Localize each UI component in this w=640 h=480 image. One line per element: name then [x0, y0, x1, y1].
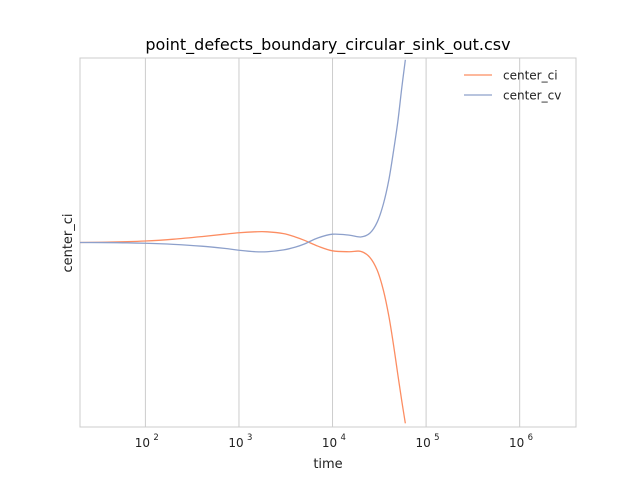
x-axis-label: time [313, 457, 342, 472]
series-group [79, 59, 406, 424]
x-tick-exponent-2: 4 [341, 433, 346, 443]
x-tick-label-1: 10 [228, 436, 243, 450]
x-tick-exponent-3: 5 [434, 433, 439, 443]
grid [144, 58, 521, 427]
x-tick-exponent-4: 6 [528, 433, 533, 443]
x-tick-label-3: 10 [415, 436, 430, 450]
legend-label-center-cv: center_cv [503, 89, 561, 103]
x-tick-label-2: 10 [322, 436, 337, 450]
legend: center_ci center_cv [464, 69, 561, 103]
x-tick-label-4: 10 [509, 436, 524, 450]
x-tick-label-0: 10 [135, 436, 150, 450]
series-line-center-cv [79, 59, 406, 253]
chart-title: point_defects_boundary_circular_sink_out… [145, 35, 510, 55]
x-tick-labels: 10 2 10 3 10 4 10 5 10 6 [135, 433, 533, 450]
legend-label-center-ci: center_ci [503, 69, 558, 83]
y-axis-label: center_ci [61, 213, 76, 272]
x-tick-exponent-0: 2 [153, 433, 158, 443]
series-line-center-ci [79, 230, 406, 424]
x-tick-exponent-1: 3 [247, 433, 252, 443]
